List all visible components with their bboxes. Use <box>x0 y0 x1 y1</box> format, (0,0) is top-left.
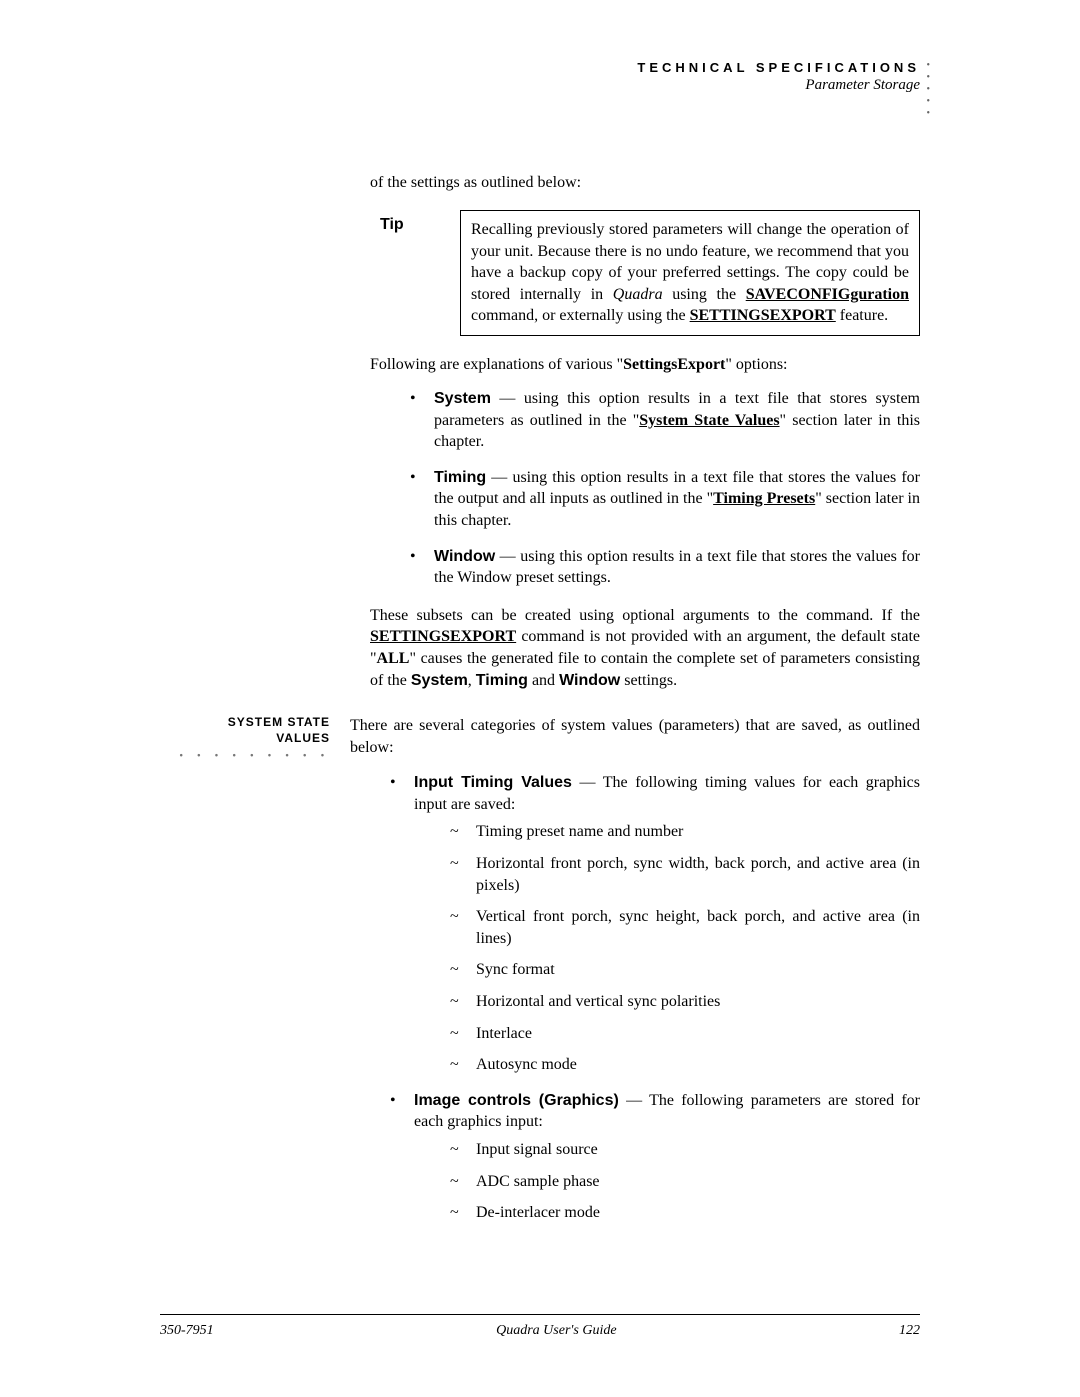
sublist-item: De-interlacer mode <box>450 1202 920 1224</box>
option-title: Window <box>434 548 495 565</box>
page-footer: 350-7951 Quadra User's Guide 122 <box>160 1323 920 1339</box>
footer-right: 122 <box>899 1323 920 1339</box>
tip-text-mid1: using the <box>663 286 746 303</box>
subsets-paragraph: These subsets can be created using optio… <box>370 605 920 691</box>
tip-link-settingsexport[interactable]: SETTINGSEXPORT <box>690 307 836 324</box>
footer-left: 350-7951 <box>160 1323 214 1339</box>
subsets-end: settings. <box>620 672 677 689</box>
subsets-all: ALL <box>377 650 410 667</box>
header-title: TECHNICAL SPECIFICATIONS <box>160 60 920 75</box>
section-intro: There are several categories of system v… <box>350 715 920 758</box>
subsets-pre: These subsets can be created using optio… <box>370 607 920 624</box>
option-timing: Timing — using this option results in a … <box>410 467 920 532</box>
section-heading-line1: SYSTEM STATE <box>160 715 330 731</box>
subsets-c1: , <box>468 672 476 689</box>
footer-rule <box>160 1314 920 1315</box>
sublist-item: Timing preset name and number <box>450 821 920 843</box>
tip-link-saveconfig[interactable]: SAVECONFIGguration <box>746 286 909 303</box>
image-controls-sublist: Input signal source ADC sample phase De-… <box>450 1139 920 1224</box>
following-pre: Following are explanations of various " <box>370 356 623 373</box>
option-title: Timing <box>434 469 486 486</box>
following-bold: SettingsExport <box>623 356 725 373</box>
page-header: TECHNICAL SPECIFICATIONS Parameter Stora… <box>160 60 920 94</box>
option-title: System <box>434 390 491 407</box>
following-post: " options: <box>725 356 787 373</box>
option-link[interactable]: Timing Presets <box>713 490 815 507</box>
tip-text-end: feature. <box>836 307 888 324</box>
section-heading: SYSTEM STATE VALUES • • • • • • • • • <box>160 715 350 762</box>
sublist-item: ADC sample phase <box>450 1171 920 1193</box>
sublist-item: Input signal source <box>450 1139 920 1161</box>
tip-box: Recalling previously stored parameters w… <box>460 210 920 336</box>
sublist-item: Interlace <box>450 1023 920 1045</box>
system-values-list: Input Timing Values — The following timi… <box>390 772 920 1224</box>
timing-sublist: Timing preset name and number Horizontal… <box>450 821 920 1075</box>
tip-callout: Tip Recalling previously stored paramete… <box>370 210 920 336</box>
intro-text: of the settings as outlined below: <box>370 174 920 192</box>
image-controls-graphics: Image controls (Graphics) — The followin… <box>390 1090 920 1224</box>
options-list: System — using this option results in a … <box>410 388 920 589</box>
sublist-item: Horizontal and vertical sync polarities <box>450 991 920 1013</box>
tip-italic: Quadra <box>613 286 663 303</box>
header-side-dots: ••••• <box>926 60 930 120</box>
subsets-s2: Timing <box>476 672 528 689</box>
item-title: Input Timing Values <box>414 774 572 791</box>
subsets-link[interactable]: SETTINGSEXPORT <box>370 628 516 645</box>
sublist-item: Horizontal front porch, sync width, back… <box>450 853 920 896</box>
section-heading-line2: VALUES <box>160 731 330 747</box>
system-state-section: SYSTEM STATE VALUES • • • • • • • • • Th… <box>370 715 920 1240</box>
item-title: Image controls (Graphics) <box>414 1092 619 1109</box>
sublist-item: Sync format <box>450 959 920 981</box>
header-subtitle: Parameter Storage <box>160 77 920 94</box>
option-text-pre: — using this option results in a text fi… <box>434 548 920 587</box>
input-timing-values: Input Timing Values — The following timi… <box>390 772 920 1076</box>
footer-center: Quadra User's Guide <box>496 1323 616 1339</box>
subsets-s3: Window <box>559 672 620 689</box>
sublist-item: Autosync mode <box>450 1054 920 1076</box>
subsets-s1: System <box>411 672 468 689</box>
subsets-c2: and <box>528 672 559 689</box>
option-system: System — using this option results in a … <box>410 388 920 453</box>
tip-label: Tip <box>380 210 460 234</box>
tip-text-mid2: command, or externally using the <box>471 307 690 324</box>
option-window: Window — using this option results in a … <box>410 546 920 589</box>
section-heading-dots: • • • • • • • • • <box>160 750 330 762</box>
following-text: Following are explanations of various "S… <box>370 356 920 374</box>
option-link[interactable]: System State Values <box>639 412 779 429</box>
sublist-item: Vertical front porch, sync height, back … <box>450 906 920 949</box>
